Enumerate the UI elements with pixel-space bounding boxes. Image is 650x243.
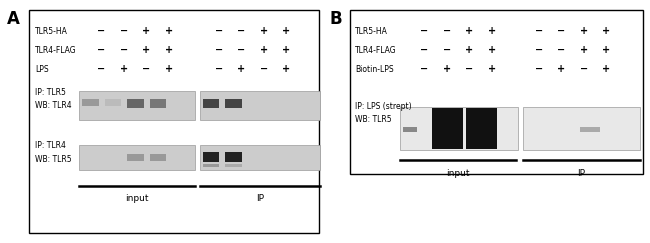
Text: +: + xyxy=(260,26,268,36)
Text: +: + xyxy=(165,26,173,36)
Text: −: − xyxy=(443,45,451,55)
Bar xyxy=(79,145,195,170)
Bar xyxy=(127,154,144,161)
Text: LPS: LPS xyxy=(36,65,49,74)
Text: +: + xyxy=(282,45,291,55)
Text: −: − xyxy=(557,26,566,36)
Text: input: input xyxy=(447,169,470,178)
Text: IP: TLR5
WB: TLR4: IP: TLR5 WB: TLR4 xyxy=(36,88,72,110)
Text: −: − xyxy=(120,26,128,36)
Text: −: − xyxy=(120,45,128,55)
Text: −: − xyxy=(534,45,543,55)
Bar xyxy=(400,107,518,150)
Text: Biotin-LPS: Biotin-LPS xyxy=(356,65,394,74)
Text: +: + xyxy=(602,45,610,55)
Text: +: + xyxy=(580,45,588,55)
Text: −: − xyxy=(557,45,566,55)
Text: −: − xyxy=(465,64,474,74)
Text: +: + xyxy=(120,64,128,74)
Text: −: − xyxy=(98,45,105,55)
Text: TLR4-FLAG: TLR4-FLAG xyxy=(356,45,397,55)
Bar xyxy=(200,145,320,170)
Text: +: + xyxy=(237,64,246,74)
Text: +: + xyxy=(465,45,474,55)
Text: −: − xyxy=(421,64,428,74)
Text: −: − xyxy=(237,45,246,55)
Text: −: − xyxy=(98,26,105,36)
Text: −: − xyxy=(421,45,428,55)
Bar xyxy=(200,91,320,120)
Text: −: − xyxy=(534,64,543,74)
Text: +: + xyxy=(165,45,173,55)
Text: input: input xyxy=(125,194,149,203)
Text: −: − xyxy=(214,45,223,55)
Bar xyxy=(466,108,497,149)
Text: +: + xyxy=(260,45,268,55)
Bar xyxy=(105,99,122,106)
Bar xyxy=(82,99,99,106)
Text: +: + xyxy=(602,26,610,36)
Bar xyxy=(79,91,195,120)
Text: +: + xyxy=(142,45,151,55)
Text: −: − xyxy=(580,64,588,74)
Bar xyxy=(150,154,166,161)
Text: +: + xyxy=(488,45,496,55)
Text: TLR5-HA: TLR5-HA xyxy=(36,26,68,35)
Text: +: + xyxy=(488,64,496,74)
Bar xyxy=(432,108,463,149)
Text: +: + xyxy=(165,64,173,74)
Text: +: + xyxy=(465,26,474,36)
Bar xyxy=(203,152,220,162)
Text: TLR5-HA: TLR5-HA xyxy=(356,26,388,35)
Text: −: − xyxy=(214,64,223,74)
Text: −: − xyxy=(260,64,268,74)
Text: −: − xyxy=(421,26,428,36)
Bar xyxy=(523,107,640,150)
Bar xyxy=(150,99,166,108)
Bar xyxy=(403,127,417,132)
Text: IP: TLR4
WB: TLR5: IP: TLR4 WB: TLR5 xyxy=(36,141,72,164)
Bar xyxy=(226,152,242,162)
Bar xyxy=(350,9,644,174)
Text: −: − xyxy=(534,26,543,36)
Bar xyxy=(226,99,242,108)
Text: −: − xyxy=(443,26,451,36)
Bar xyxy=(203,99,220,108)
Text: −: − xyxy=(142,64,151,74)
Text: +: + xyxy=(282,26,291,36)
Text: +: + xyxy=(142,26,151,36)
Text: IP: LPS (strept)
WB: TLR5: IP: LPS (strept) WB: TLR5 xyxy=(356,102,412,124)
Bar xyxy=(226,164,242,167)
Text: B: B xyxy=(330,9,342,27)
Text: +: + xyxy=(580,26,588,36)
Text: +: + xyxy=(282,64,291,74)
Text: +: + xyxy=(488,26,496,36)
Text: IP: IP xyxy=(577,169,585,178)
Text: +: + xyxy=(602,64,610,74)
Text: +: + xyxy=(443,64,451,74)
Text: +: + xyxy=(557,64,566,74)
Text: −: − xyxy=(237,26,246,36)
Text: A: A xyxy=(6,9,20,27)
Text: IP: IP xyxy=(255,194,264,203)
Bar xyxy=(127,99,144,108)
Text: −: − xyxy=(214,26,223,36)
Text: TLR4-FLAG: TLR4-FLAG xyxy=(36,45,77,55)
Bar xyxy=(580,127,600,132)
Bar xyxy=(203,164,220,167)
Text: −: − xyxy=(98,64,105,74)
